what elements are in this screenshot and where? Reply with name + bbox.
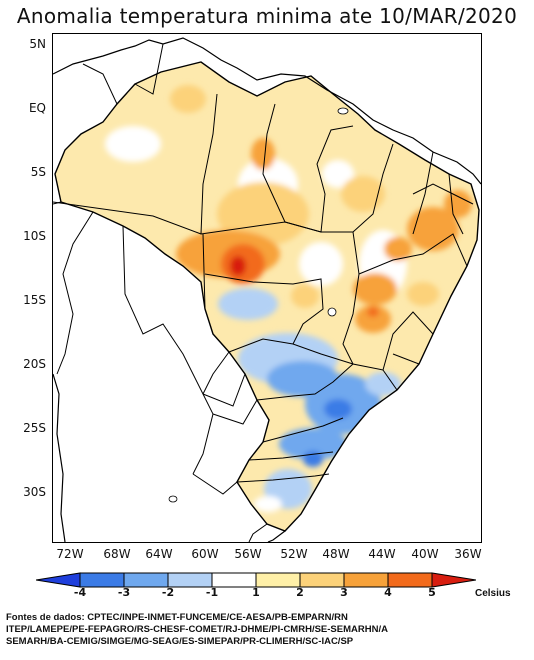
colorbar-unit: Celsius: [475, 588, 511, 599]
colorbar-bin: [167, 572, 213, 588]
x-tick-60w: 60W: [191, 547, 219, 561]
colorbar-label-1: 1: [252, 586, 260, 599]
colorbar-label-4: 4: [384, 586, 392, 599]
anomaly-map: [52, 33, 482, 543]
map-canvas: [53, 37, 481, 542]
colorbar-label-3: 3: [340, 586, 348, 599]
colorbar-label-minus3: -3: [117, 586, 131, 599]
colorbar-label-minus1: -1: [205, 586, 219, 599]
colorbar-bin: [343, 572, 389, 588]
x-tick-44w: 44W: [368, 547, 396, 561]
y-tick-5s: 5S: [30, 165, 46, 179]
x-tick-72w: 72W: [56, 547, 84, 561]
colorbar-bin: [387, 572, 433, 588]
x-tick-56w: 56W: [234, 547, 262, 561]
x-tick-36w: 36W: [454, 547, 482, 561]
brazil-border: [54, 61, 480, 532]
y-tick-15s: 15S: [23, 293, 46, 307]
colorbar-bin: [211, 572, 257, 588]
colorbar-label-2: 2: [296, 586, 304, 599]
colorbar-bin: [79, 572, 125, 588]
state-borders: [53, 93, 474, 483]
y-tick-10s: 10S: [23, 229, 46, 243]
colorbar-bin: [255, 572, 301, 588]
colorbar-label-minus2: -2: [161, 586, 175, 599]
y-tick-30s: 30S: [23, 485, 46, 499]
south-america-south-coast: [267, 530, 286, 542]
south-america-west-coast: [53, 373, 66, 542]
x-tick-48w: 48W: [322, 547, 350, 561]
sources-line-2: ITEP/LAMEPE/PE-FEPAGRO/RS-CHESF-COMET/RJ…: [6, 624, 388, 635]
south-america-outline: [53, 37, 481, 185]
map-title: Anomalia temperatura minima ate 10/MAR/2…: [16, 4, 518, 28]
y-tick-20s: 20S: [23, 357, 46, 371]
colorbar-label-5: 5: [428, 586, 436, 599]
y-tick-5n: 5N: [29, 37, 46, 51]
sources-line-1: Fontes de dados: CPTEC/INPE-INMET-FUNCEM…: [6, 612, 348, 623]
x-tick-52w: 52W: [280, 547, 308, 561]
map-islands: [168, 107, 349, 503]
y-tick-25s: 25S: [23, 421, 46, 435]
data-sources: Fontes de dados: CPTEC/INPE-INMET-FUNCEM…: [6, 612, 530, 648]
sources-line-3: SEMARH/BA-CEMIG/SIMGE/MG-SEAG/ES-SIMEPAR…: [6, 636, 354, 647]
colorbar-bin: [299, 572, 345, 588]
colorbar-high-arrow: [431, 572, 476, 588]
y-tick-eq: EQ: [28, 101, 46, 115]
x-tick-64w: 64W: [145, 547, 173, 561]
colorbar-low-arrow: [36, 572, 81, 588]
colorbar-label-minus4: -4: [73, 586, 87, 599]
colorbar: [36, 572, 476, 588]
x-tick-68w: 68W: [103, 547, 131, 561]
x-tick-40w: 40W: [411, 547, 439, 561]
country-borders: [53, 43, 268, 542]
colorbar-bin: [123, 572, 169, 588]
